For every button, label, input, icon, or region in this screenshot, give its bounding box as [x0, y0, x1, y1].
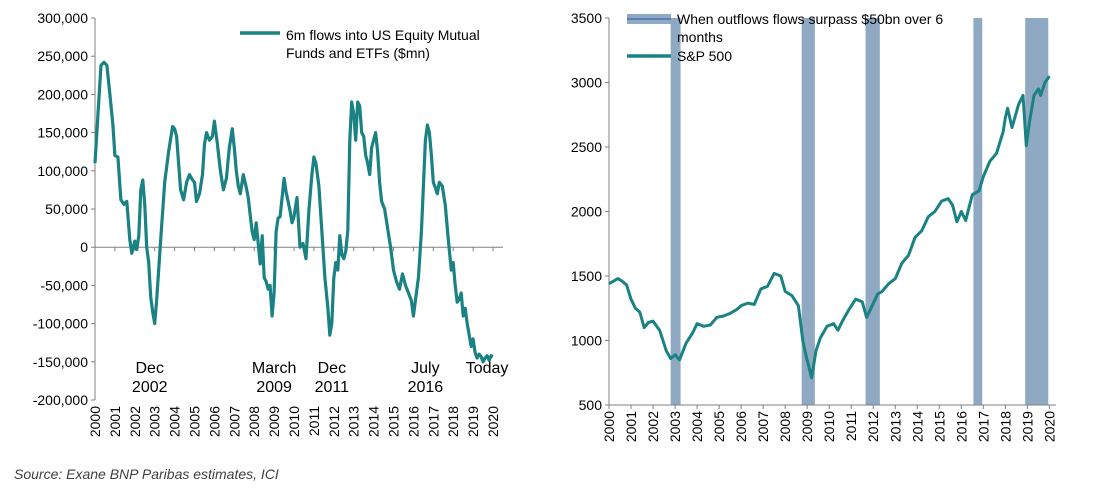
outflow-band [670, 18, 681, 405]
sp500-x-tick-label: 2006 [733, 411, 749, 442]
flows-x-tick-label: 2005 [187, 406, 203, 437]
flows-x-tick-label: 2008 [246, 406, 262, 437]
flows-y-tick-label: 100,000 [37, 163, 88, 179]
outflow-band [865, 18, 880, 405]
sp500-x-tick-label: 2017 [975, 411, 991, 442]
flows-y-tick-label: 150,000 [37, 125, 88, 141]
flows-x-tick-label: 2013 [346, 406, 362, 437]
outflow-band [801, 18, 815, 405]
flows-x-tick-label: 2014 [366, 406, 382, 437]
flows-x-tick-label: 2019 [465, 406, 481, 437]
sp500-x-tick-label: 2000 [601, 411, 617, 442]
sp500-legend-band-label: months [677, 29, 723, 45]
sp500-x-tick-label: 2003 [667, 411, 683, 442]
flows-annotation: Today [466, 360, 509, 377]
sp500-y-tick-label: 3500 [571, 10, 602, 26]
flows-annotation: March [252, 360, 296, 377]
sp500-y-tick-label: 1500 [571, 268, 602, 284]
flows-x-tick-label: 2002 [127, 406, 143, 437]
flows-y-tick-label: 250,000 [37, 48, 88, 64]
sp500-x-tick-label: 2007 [755, 411, 771, 442]
flows-x-tick-label: 2007 [226, 406, 242, 437]
flows-x-tick-label: 2016 [405, 406, 421, 437]
flows-x-tick-label: 2004 [167, 406, 183, 437]
sp500-x-tick-label: 2013 [887, 411, 903, 442]
flows-y-tick-label: -100,000 [33, 316, 88, 332]
flows-x-tick-label: 2015 [386, 406, 402, 437]
sp500-y-tick-label: 2500 [571, 139, 602, 155]
sp500-y-tick-label: 2000 [571, 204, 602, 220]
flows-annotation: Dec [318, 360, 346, 377]
flows-annotation: 2016 [408, 379, 444, 396]
flows-y-tick-label: 200,000 [37, 86, 88, 102]
flows-y-tick-label: -150,000 [33, 354, 88, 370]
flows-x-tick-label: 2000 [87, 406, 103, 437]
sp500-x-tick-label: 2004 [689, 411, 705, 442]
sp500-y-tick-label: 500 [579, 397, 603, 413]
flows-x-tick-label: 2017 [425, 406, 441, 437]
sp500-x-tick-label: 2016 [953, 411, 969, 442]
sp500-series-line [608, 75, 1051, 380]
flows-x-tick-label: 2018 [445, 406, 461, 437]
sp500-x-tick-label: 2005 [711, 411, 727, 442]
source-note: Source: Exane BNP Paribas estimates, ICI [14, 466, 279, 482]
sp500-x-tick-label: 2001 [623, 411, 639, 442]
flows-x-tick-label: 2020 [485, 406, 501, 437]
flows-legend-label: Funds and ETFs ($mn) [286, 45, 430, 61]
flows-y-tick-label: 0 [80, 239, 88, 255]
sp500-x-tick-label: 2002 [645, 411, 661, 442]
sp500-x-tick-label: 2020 [1041, 411, 1057, 442]
sp500-x-tick-label: 2011 [843, 411, 859, 441]
flows-legend-label: 6m flows into US Equity Mutual [286, 27, 480, 43]
flows-annotation: 2002 [132, 379, 168, 396]
flows-x-tick-label: 2009 [266, 406, 282, 437]
sp500-legend-band-label: When outflows flows surpass $50bn over 6 [677, 11, 943, 27]
flows-annotation: Dec [136, 360, 164, 377]
sp500-x-tick-label: 2010 [821, 411, 837, 442]
flows-y-tick-label: 50,000 [45, 201, 88, 217]
sp500-legend-line-label: S&P 500 [677, 48, 732, 64]
flows-x-tick-label: 2012 [326, 406, 342, 437]
flows-annotation: 2009 [256, 379, 292, 396]
flows-annotation: 2011 [315, 379, 350, 396]
sp500-x-tick-label: 2014 [909, 411, 925, 442]
sp500-y-tick-label: 3000 [571, 75, 602, 91]
flows-y-tick-label: -50,000 [41, 277, 89, 293]
flows-series-line [93, 60, 494, 364]
flows-x-tick-label: 2001 [107, 406, 123, 437]
flows-chart: 300,000 250,000 200,000 150,000 100,000 50,00… [33, 10, 509, 437]
sp500-x-tick-label: 2012 [865, 411, 881, 442]
sp500-x-tick-label: 2018 [997, 411, 1013, 442]
sp500-x-tick-label: 2019 [1019, 411, 1035, 442]
outflow-band [1025, 18, 1049, 405]
flows-x-tick-label: 2003 [147, 406, 163, 437]
flows-x-tick-label: 2011 [306, 406, 322, 436]
flows-x-tick-label: 2006 [206, 406, 222, 437]
sp500-x-tick-label: 2015 [931, 411, 947, 442]
flows-annotation: July [411, 360, 439, 377]
sp500-x-tick-label: 2008 [777, 411, 793, 442]
outflow-band [973, 18, 983, 405]
flows-y-tick-label: 300,000 [37, 10, 88, 26]
sp500-x-tick-label: 2009 [799, 411, 815, 442]
flows-x-tick-label: 2010 [286, 406, 302, 437]
flows-y-tick-label: -200,000 [33, 392, 88, 408]
sp500-y-tick-label: 1000 [571, 333, 602, 349]
